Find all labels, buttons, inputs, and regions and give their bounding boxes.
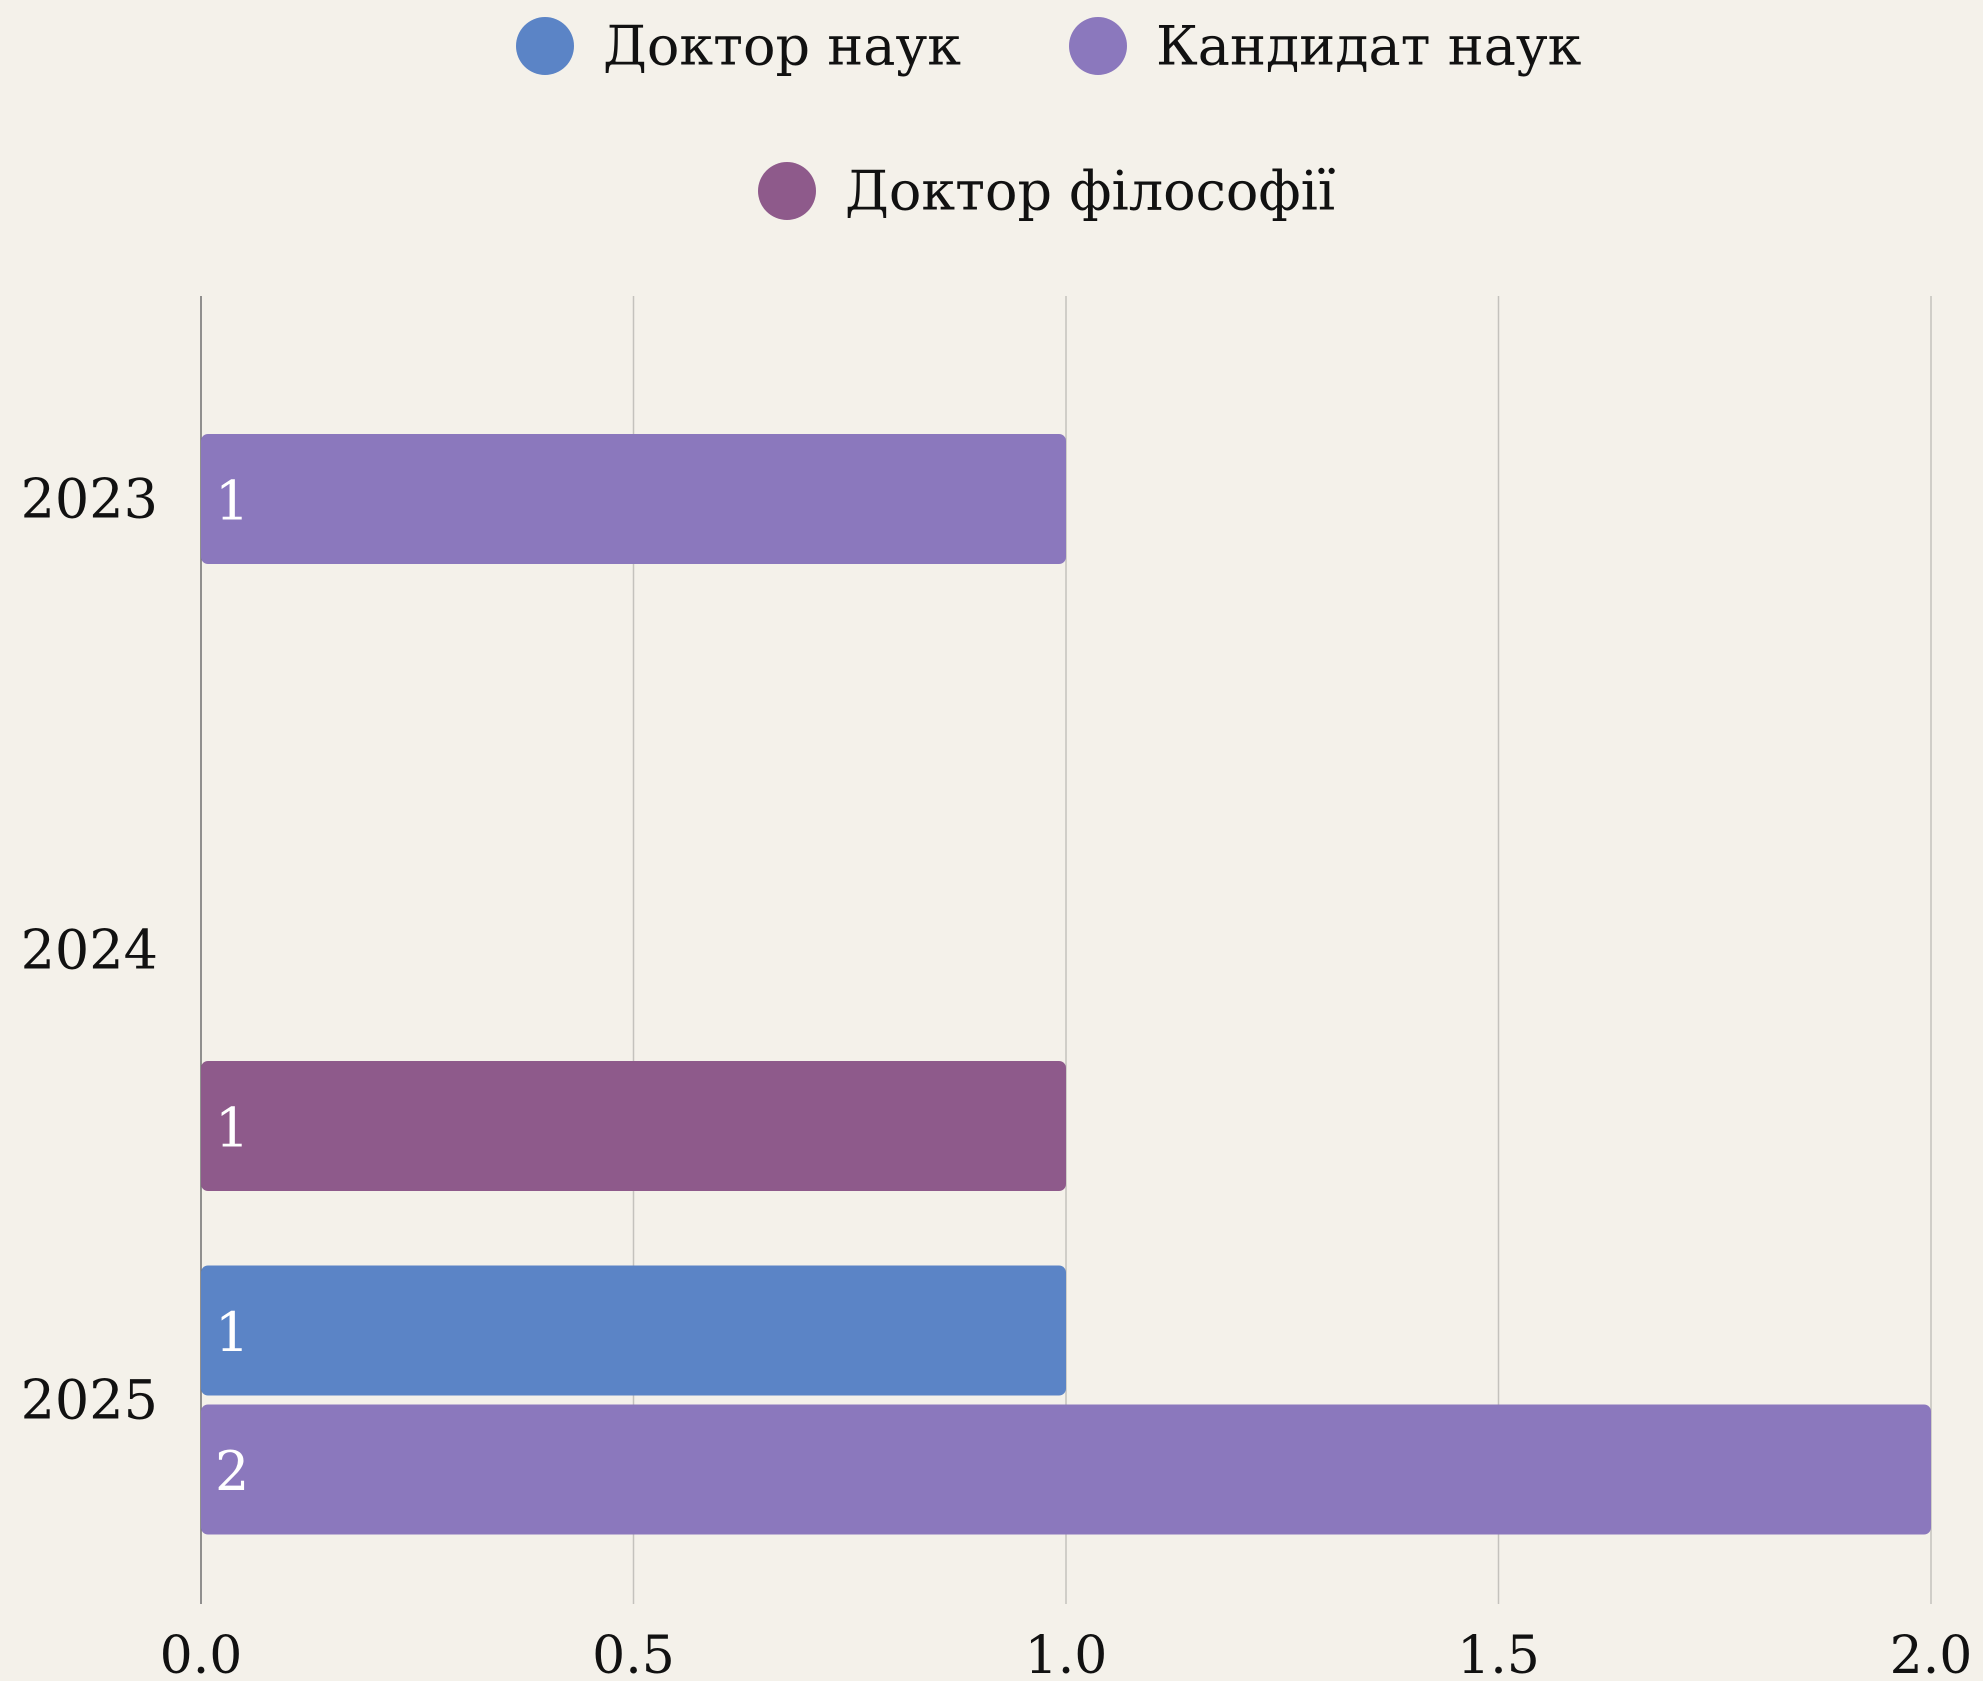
bar[interactable] — [201, 1404, 1931, 1535]
bar-value-label: 2 — [215, 1440, 249, 1503]
legend-label: Доктор наук — [603, 15, 961, 78]
bar-value-label: 1 — [215, 470, 249, 533]
legend-item[interactable]: Доктор наук — [516, 15, 961, 78]
bar-value-label: 1 — [215, 1097, 249, 1160]
legend-label: Кандидат наук — [1156, 15, 1582, 78]
x-tick-label: 2.0 — [1890, 1626, 1973, 1681]
legend-item[interactable]: Доктор філософії — [758, 160, 1335, 223]
x-tick-label: 0.5 — [592, 1626, 675, 1681]
x-tick-label: 1.5 — [1457, 1626, 1540, 1681]
legend-swatch — [516, 17, 574, 75]
bars-group — [201, 434, 1931, 1535]
data-labels-group: 1 1 1 2 — [215, 470, 249, 1504]
x-axis-ticks: 0.0 0.5 1.0 1.5 2.0 — [160, 1626, 1973, 1681]
chart-legend: Доктор наук Кандидат наук Доктор філософії — [516, 15, 1582, 223]
bar[interactable] — [201, 434, 1066, 564]
y-tick-label: 2024 — [21, 919, 158, 982]
x-tick-label: 1.0 — [1025, 1626, 1108, 1681]
bar[interactable] — [201, 1265, 1066, 1396]
legend-swatch — [1069, 17, 1127, 75]
y-tick-label: 2023 — [21, 468, 158, 531]
bar-value-label: 1 — [215, 1301, 249, 1364]
legend-swatch — [758, 162, 816, 220]
legend-label: Доктор філософії — [845, 160, 1335, 223]
x-tick-label: 0.0 — [160, 1626, 243, 1681]
bar[interactable] — [201, 1061, 1066, 1191]
legend-item[interactable]: Кандидат наук — [1069, 15, 1582, 78]
y-axis-ticks: 2023 2024 2025 — [21, 468, 158, 1432]
y-tick-label: 2025 — [21, 1369, 158, 1432]
